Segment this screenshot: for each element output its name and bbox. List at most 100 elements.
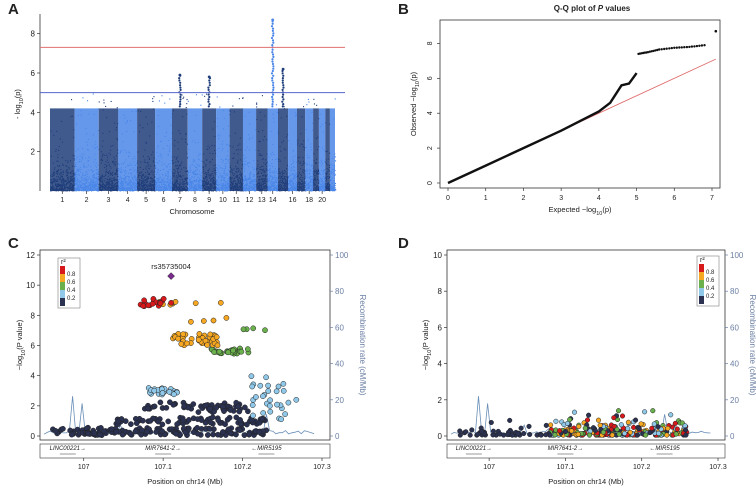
- manhattan-density-band: [268, 108, 279, 191]
- manhattan-peak-point: [272, 89, 274, 91]
- manhattan-x-tick-label: 7: [178, 197, 182, 204]
- qq-x-tick-label: 7: [710, 195, 714, 202]
- qq-tail-point: [686, 46, 688, 48]
- manhattan-point: [82, 97, 83, 98]
- snp-point: [211, 432, 216, 437]
- manhattan-density-band: [188, 108, 202, 191]
- qq-top-point: [715, 30, 718, 33]
- manhattan-density-band: [202, 108, 216, 191]
- manhattan-peak-point: [272, 53, 274, 55]
- qq-tail-point: [688, 46, 690, 48]
- snp-point: [154, 429, 159, 434]
- manhattan-peak-top: [271, 19, 274, 22]
- manhattan-peak-point: [179, 98, 181, 100]
- manhattan-point: [187, 99, 188, 100]
- manhattan-point: [243, 97, 244, 98]
- manhattan-x-tick-label: 9: [207, 197, 211, 204]
- manhattan-point: [256, 104, 257, 105]
- manhattan-peak-top: [208, 76, 211, 79]
- manhattan-x-tick-label: 2: [85, 197, 89, 204]
- manhattan-peak-point: [208, 103, 210, 105]
- manhattan-point: [164, 103, 165, 104]
- manhattan-point: [306, 104, 307, 105]
- manhattan-point: [117, 107, 118, 108]
- manhattan-point: [196, 94, 197, 95]
- qq-x-label: Expected −log10(p): [548, 205, 612, 217]
- manhattan-peak-point: [179, 82, 181, 84]
- manhattan-peak-point: [282, 96, 284, 98]
- manhattan-point: [152, 101, 153, 102]
- manhattan-peak-point: [272, 28, 274, 30]
- manhattan-x-tick-label: 18: [305, 197, 313, 204]
- manhattan-point: [93, 93, 94, 94]
- manhattan-x-tick-label: 20: [318, 197, 326, 204]
- manhattan-x-tick-label: 12: [246, 197, 254, 204]
- manhattan-peak-point: [272, 94, 274, 96]
- manhattan-peak-point: [271, 79, 273, 81]
- manhattan-y-tick-label: 8: [31, 30, 36, 39]
- manhattan-y-tick-label: 6: [31, 69, 36, 78]
- manhattan-x-tick-label: 6: [162, 197, 166, 204]
- qq-tail-point: [676, 47, 678, 49]
- manhattan-peak-top: [179, 74, 182, 77]
- qq-tail-point: [658, 48, 660, 50]
- qq-x-tick-label: 1: [484, 195, 488, 202]
- manhattan-density-band: [99, 108, 119, 191]
- regional-y-tick-label: 6: [31, 342, 36, 351]
- manhattan-x-tick-label: 8: [193, 197, 197, 204]
- snp-point: [247, 432, 252, 437]
- manhattan-point: [105, 106, 106, 107]
- manhattan-peak-point: [272, 101, 274, 103]
- regional-right-tick-label: 100: [335, 251, 349, 260]
- manhattan-point: [335, 98, 336, 99]
- qq-observed-curve: [448, 73, 637, 183]
- manhattan-peak-point: [271, 105, 273, 107]
- snp-point: [195, 431, 200, 436]
- regional-y-tick-label: 4: [31, 372, 36, 381]
- manhattan-peak-point: [271, 72, 273, 74]
- qq-x-tick-label: 0: [446, 195, 450, 202]
- regional-y-tick-label: 10: [26, 281, 35, 290]
- manhattan-peak-point: [271, 61, 273, 63]
- manhattan-point: [314, 103, 315, 104]
- manhattan-density-band: [305, 108, 313, 191]
- panel-label-c: C: [8, 235, 19, 252]
- manhattan-point: [256, 106, 257, 107]
- manhattan-x-tick-label: 11: [233, 197, 240, 204]
- qq-tail-point: [703, 44, 705, 46]
- manhattan-peak-point: [282, 105, 284, 107]
- manhattan-peak-point: [179, 87, 181, 89]
- regional-y-tick-label: 2: [31, 402, 36, 411]
- manhattan-x-label: Chromosome: [169, 207, 214, 216]
- qq-tail-point: [668, 47, 670, 49]
- manhattan-x-tick-label: 13: [258, 197, 266, 204]
- qq-x-tick-label: 5: [635, 195, 639, 202]
- qq-tail-point: [691, 45, 693, 47]
- manhattan-density-band: [297, 108, 305, 191]
- qq-x-tick-label: 4: [597, 195, 601, 202]
- manhattan-peak-point: [208, 96, 210, 98]
- manhattan-peak-point: [208, 98, 210, 100]
- manhattan-peak-point: [272, 56, 274, 58]
- regional-y-tick-label: 8: [31, 311, 36, 320]
- manhattan-point: [87, 100, 88, 101]
- manhattan-x-tick-label: 3: [106, 197, 110, 204]
- regional-y-tick-label: 0: [31, 432, 36, 441]
- panel-label-b: B: [398, 1, 409, 18]
- qq-y-label: Observed −log10(p): [409, 71, 421, 136]
- manhattan-peak-point: [179, 103, 181, 105]
- manhattan-point: [313, 99, 314, 100]
- snp-point: [139, 428, 144, 433]
- manhattan-point: [308, 99, 309, 100]
- snp-point: [144, 429, 149, 434]
- manhattan-point: [232, 106, 233, 107]
- manhattan-peak-point: [180, 94, 182, 96]
- manhattan-point: [183, 97, 184, 98]
- snp-point: [86, 431, 91, 436]
- qq-tail-point: [681, 46, 683, 48]
- manhattan-peak-point: [282, 84, 284, 86]
